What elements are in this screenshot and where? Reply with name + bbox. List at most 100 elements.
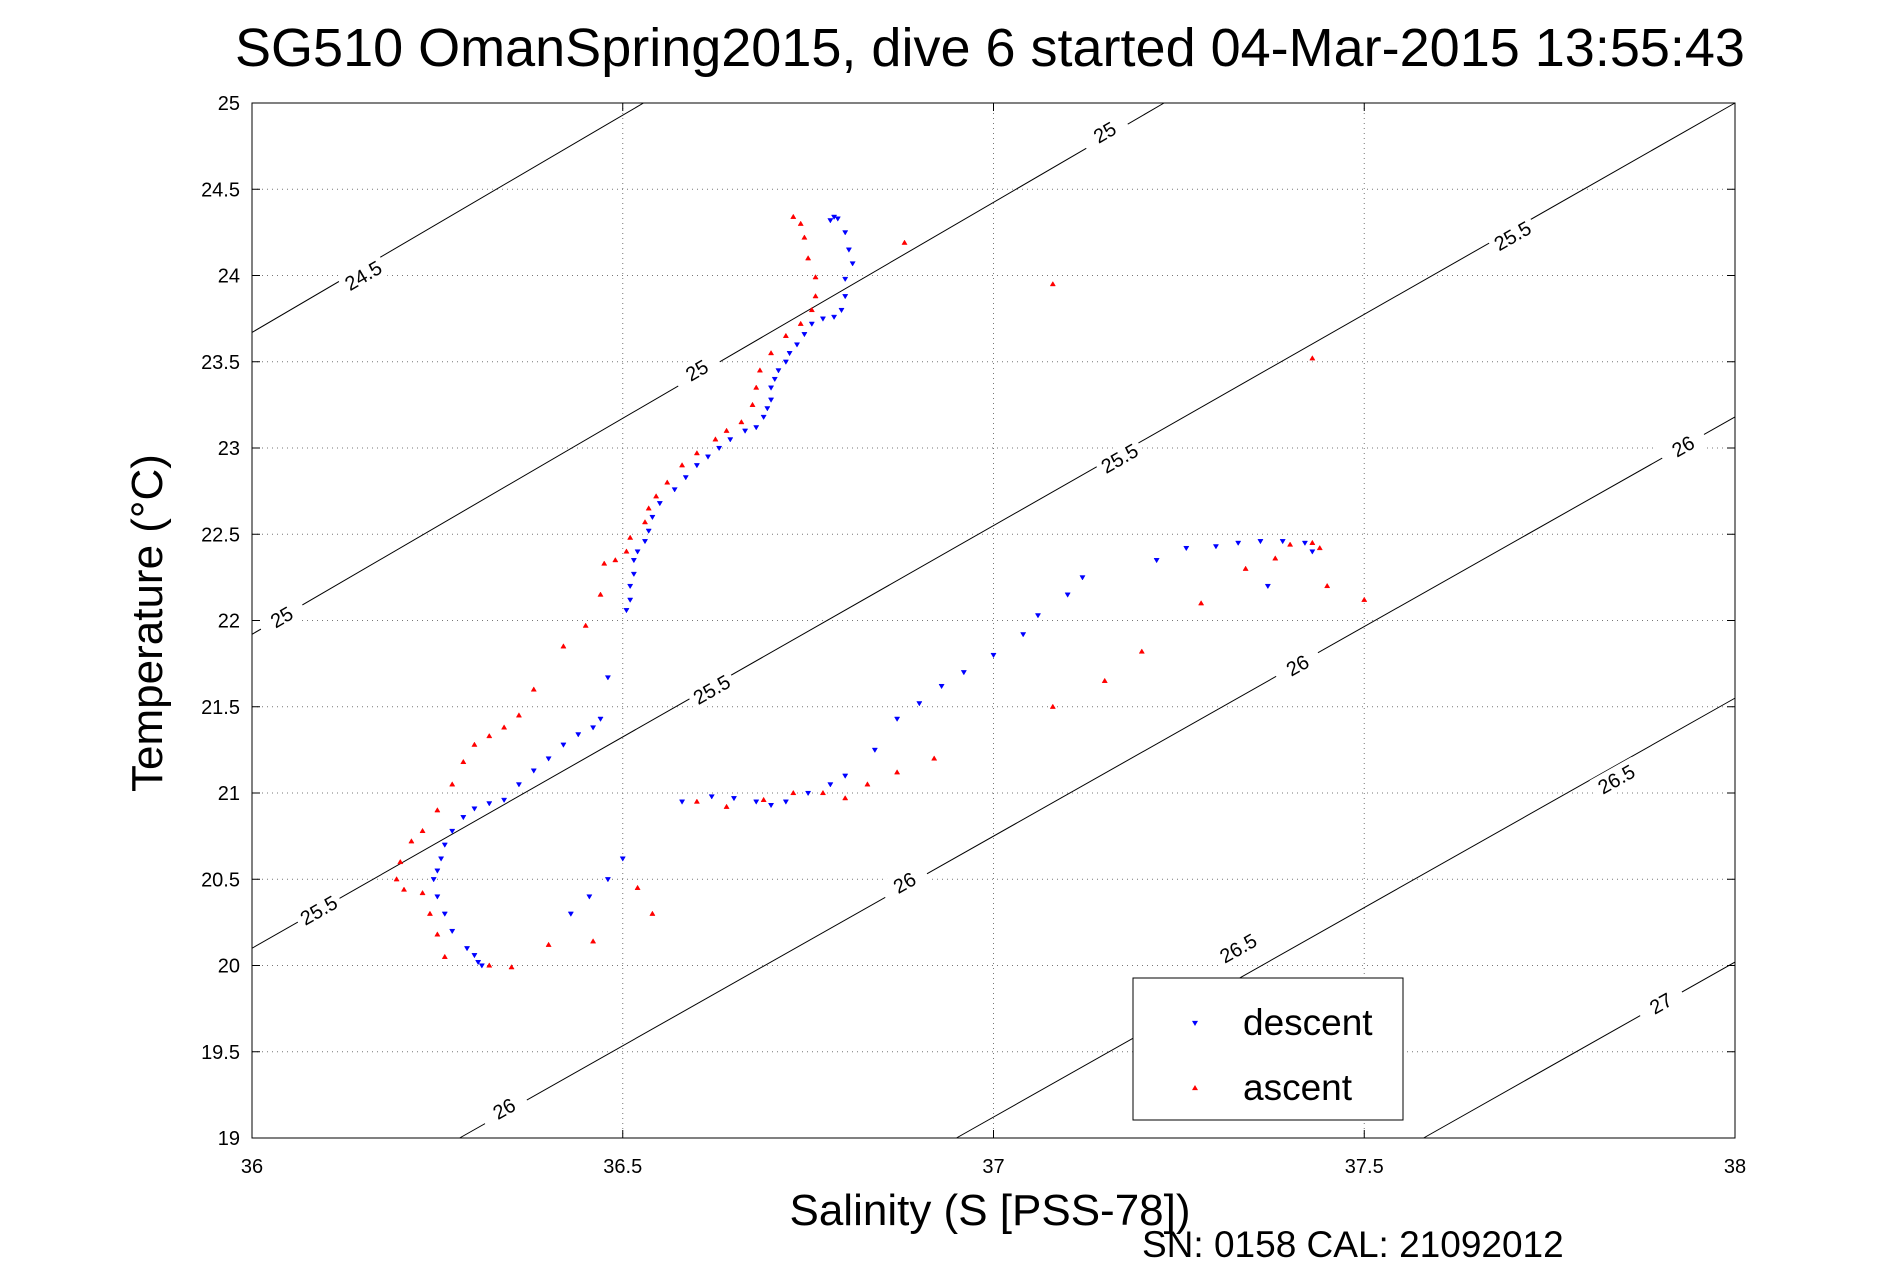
data-point-ascent bbox=[1316, 544, 1323, 551]
data-point-descent bbox=[1064, 592, 1071, 598]
data-point-descent bbox=[604, 877, 611, 883]
data-point-ascent bbox=[679, 462, 686, 468]
data-point-descent bbox=[1257, 539, 1264, 545]
legend-box bbox=[1132, 977, 1404, 1121]
data-point-ascent bbox=[1287, 541, 1294, 547]
x-tick-label: 37.5 bbox=[1345, 1156, 1384, 1178]
data-point-ascent bbox=[801, 234, 808, 240]
y-tick-label: 24.5 bbox=[201, 179, 240, 201]
data-point-descent bbox=[1079, 575, 1086, 581]
data-point-descent bbox=[727, 437, 734, 443]
data-point-descent bbox=[656, 501, 663, 507]
data-point-descent bbox=[682, 475, 689, 481]
isopycnal-label-bg bbox=[1092, 436, 1147, 481]
data-point-ascent bbox=[749, 401, 756, 407]
data-point-descent bbox=[730, 796, 738, 802]
data-point-ascent bbox=[1049, 281, 1056, 287]
isopycnal-label-bg bbox=[1211, 925, 1265, 971]
data-point-ascent bbox=[1138, 648, 1145, 654]
data-point-ascent bbox=[1242, 565, 1249, 571]
data-point-ascent bbox=[434, 931, 441, 937]
data-point-ascent bbox=[545, 941, 552, 947]
data-point-ascent bbox=[864, 781, 871, 787]
data-point-descent bbox=[1183, 545, 1190, 552]
data-point-descent bbox=[693, 463, 700, 469]
data-point-ascent bbox=[723, 427, 730, 433]
isopycnal-label-bg bbox=[254, 594, 309, 640]
data-point-descent bbox=[708, 794, 715, 800]
data-point-descent bbox=[460, 815, 467, 821]
isopycnal-label-bg bbox=[670, 347, 724, 393]
data-point-descent bbox=[960, 670, 967, 676]
data-point-ascent bbox=[400, 886, 408, 892]
data-point-ascent bbox=[653, 493, 660, 499]
data-point-ascent bbox=[645, 505, 652, 511]
data-point-ascent bbox=[471, 741, 478, 747]
data-point-descent bbox=[775, 368, 782, 374]
data-point-ascent bbox=[1272, 555, 1279, 561]
footer-serial-calibration: SN: 0158 CAL: 21092012 bbox=[1142, 1224, 1564, 1262]
data-point-descent bbox=[471, 953, 478, 959]
data-point-ascent bbox=[627, 534, 634, 540]
x-axis-label: Salinity (S [PSS-78]) bbox=[789, 1186, 1190, 1235]
chart-title: SG510 OmanSpring2015, dive 6 started 04-… bbox=[235, 18, 1745, 78]
data-point-ascent bbox=[419, 827, 426, 834]
data-point-descent bbox=[545, 756, 552, 762]
data-point-ascent bbox=[634, 884, 641, 890]
data-point-ascent bbox=[819, 789, 826, 796]
data-point-descent bbox=[623, 608, 630, 614]
data-point-ascent bbox=[1049, 703, 1056, 709]
data-point-descent bbox=[916, 701, 923, 707]
data-point-descent bbox=[704, 454, 712, 460]
data-point-descent bbox=[842, 276, 849, 283]
isopycnal-line bbox=[459, 416, 1736, 1139]
data-point-ascent bbox=[842, 795, 849, 801]
data-point-descent bbox=[786, 351, 793, 357]
data-point-ascent bbox=[808, 306, 815, 313]
data-point-descent bbox=[871, 747, 878, 753]
data-point-ascent bbox=[434, 807, 441, 813]
isopycnal-label-bg bbox=[291, 887, 346, 933]
data-point-ascent bbox=[397, 858, 404, 865]
data-point-descent bbox=[627, 597, 634, 603]
isopycnal-line bbox=[251, 102, 1736, 949]
data-point-descent bbox=[849, 261, 856, 267]
data-point-ascent bbox=[693, 798, 700, 804]
isopycnal-label-bg bbox=[1656, 424, 1710, 469]
data-point-descent bbox=[649, 514, 656, 521]
data-point-ascent bbox=[797, 320, 804, 326]
isopycnal-label-bg bbox=[1270, 643, 1325, 688]
data-point-descent bbox=[597, 716, 604, 722]
data-point-ascent bbox=[768, 350, 775, 356]
data-point-descent bbox=[771, 376, 778, 383]
y-tick-label: 23.5 bbox=[201, 352, 240, 374]
data-point-descent bbox=[1212, 544, 1219, 550]
data-point-ascent bbox=[597, 591, 604, 597]
data-point-descent bbox=[1309, 549, 1316, 555]
data-point-descent bbox=[894, 716, 901, 722]
y-tick-label: 19.5 bbox=[201, 1042, 240, 1064]
data-point-descent bbox=[845, 247, 852, 253]
data-point-ascent bbox=[738, 419, 745, 425]
data-point-descent bbox=[827, 782, 834, 788]
data-point-ascent bbox=[790, 213, 797, 219]
data-point-descent bbox=[471, 806, 478, 812]
data-point-ascent bbox=[426, 910, 433, 916]
data-point-descent bbox=[808, 321, 815, 327]
data-point-ascent bbox=[790, 789, 797, 796]
data-point-descent bbox=[627, 583, 634, 590]
data-point-descent bbox=[463, 946, 471, 952]
y-tick-label: 22.5 bbox=[201, 524, 240, 546]
data-point-descent bbox=[793, 342, 801, 348]
data-point-descent bbox=[938, 683, 945, 690]
data-point-ascent bbox=[1309, 539, 1316, 545]
data-point-ascent bbox=[641, 519, 649, 525]
data-point-descent bbox=[819, 316, 826, 322]
data-point-ascent bbox=[508, 964, 515, 970]
legend-label-ascent: ascent bbox=[1243, 1067, 1353, 1108]
data-point-descent bbox=[438, 856, 445, 862]
data-point-layer bbox=[393, 213, 1368, 970]
data-point-descent bbox=[782, 799, 789, 805]
data-point-ascent bbox=[693, 450, 700, 456]
